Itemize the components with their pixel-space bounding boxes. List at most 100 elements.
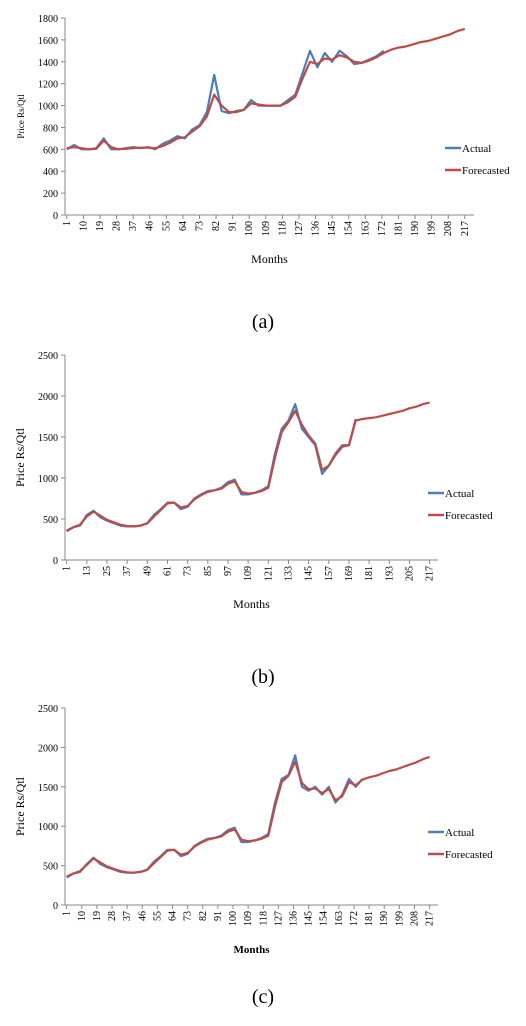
- x-tick-label: 127: [273, 911, 284, 926]
- y-tick-label: 1200: [38, 80, 58, 91]
- x-tick-label: 64: [168, 911, 179, 921]
- series-line: [66, 49, 385, 151]
- y-tick-label: 1400: [38, 58, 58, 69]
- x-tick-label: 1: [62, 221, 73, 226]
- x-tick-label: 55: [152, 911, 163, 921]
- y-axis-label: Price Rs/Qtl: [13, 427, 27, 487]
- y-tick-label: 0: [53, 901, 58, 912]
- legend-label: Actual: [445, 827, 474, 839]
- x-tick-label: 127: [294, 221, 305, 236]
- x-tick-label: 145: [304, 911, 315, 926]
- x-tick-label: 73: [194, 221, 205, 231]
- x-tick-label: 97: [223, 566, 234, 576]
- x-tick-label: 28: [107, 911, 118, 921]
- x-tick-label: 100: [244, 221, 255, 236]
- x-tick-label: 118: [277, 221, 288, 236]
- x-tick-label: 37: [122, 911, 133, 921]
- y-tick-label: 0: [53, 211, 58, 222]
- x-tick-label: 19: [92, 911, 103, 921]
- y-axis-label: Price Rs/Qtl: [16, 94, 26, 139]
- x-tick-label: 109: [261, 221, 272, 236]
- y-tick-label: 2000: [38, 743, 58, 754]
- y-tick-label: 1800: [38, 14, 58, 25]
- x-tick-label: 169: [344, 566, 355, 581]
- caption: (a): [252, 311, 274, 333]
- x-tick-label: 46: [145, 221, 156, 231]
- x-tick-label: 181: [393, 221, 404, 236]
- x-tick-label: 37: [128, 221, 139, 231]
- x-tick-label: 163: [334, 911, 345, 926]
- x-tick-label: 49: [142, 566, 153, 576]
- x-tick-label: 91: [213, 911, 224, 921]
- x-tick-label: 163: [360, 221, 371, 236]
- x-tick-label: 145: [327, 221, 338, 236]
- y-tick-label: 500: [43, 862, 58, 873]
- x-tick-label: 193: [384, 566, 395, 581]
- y-tick-label: 1600: [38, 36, 58, 47]
- x-tick-label: 100: [228, 911, 239, 926]
- x-tick-label: 208: [443, 221, 454, 236]
- x-tick-label: 136: [311, 221, 322, 236]
- legend-label: Forecasted: [445, 510, 493, 522]
- x-tick-label: 199: [394, 911, 405, 926]
- y-tick-label: 200: [43, 189, 58, 200]
- x-tick-label: 46: [137, 911, 148, 921]
- y-tick-label: 2000: [38, 392, 58, 403]
- series-line: [66, 755, 430, 878]
- x-tick-label: 181: [364, 911, 375, 926]
- x-tick-label: 172: [349, 911, 360, 926]
- legend-label: Actual: [445, 488, 474, 500]
- y-tick-label: 1000: [38, 822, 58, 833]
- x-tick-label: 61: [162, 566, 173, 576]
- x-tick-label: 13: [82, 566, 93, 576]
- y-tick-label: 800: [43, 123, 58, 134]
- x-axis-label: Months: [233, 597, 270, 611]
- x-tick-label: 145: [304, 566, 315, 581]
- x-tick-label: 109: [243, 566, 254, 581]
- x-tick-label: 55: [161, 221, 172, 231]
- y-axis-label: Price Rs/Qtl: [13, 776, 27, 836]
- x-tick-label: 25: [102, 566, 113, 576]
- y-tick-label: 1000: [38, 102, 58, 113]
- x-tick-label: 157: [324, 566, 335, 581]
- y-tick-label: 1500: [38, 433, 58, 444]
- x-tick-label: 64: [178, 221, 189, 231]
- x-tick-label: 73: [183, 911, 194, 921]
- x-tick-label: 10: [78, 221, 89, 231]
- series-line: [66, 754, 364, 879]
- y-tick-label: 0: [53, 556, 58, 567]
- y-tick-label: 1000: [38, 474, 58, 485]
- x-tick-label: 82: [211, 221, 222, 231]
- y-tick-label: 2500: [38, 704, 58, 715]
- series-line: [66, 401, 430, 532]
- x-tick-label: 217: [460, 221, 471, 236]
- x-tick-label: 190: [410, 221, 421, 236]
- x-tick-label: 172: [377, 221, 388, 236]
- x-tick-label: 133: [283, 566, 294, 581]
- legend-label: Actual: [462, 143, 491, 155]
- x-axis-label: Months: [233, 944, 270, 956]
- x-tick-label: 28: [112, 221, 123, 231]
- caption: (c): [252, 986, 274, 1008]
- x-tick-label: 121: [263, 566, 274, 581]
- y-tick-label: 1500: [38, 783, 58, 794]
- x-tick-label: 19: [95, 221, 106, 231]
- x-tick-label: 217: [425, 566, 436, 581]
- x-axis-label: Months: [251, 252, 288, 266]
- x-tick-label: 82: [198, 911, 209, 921]
- series-line: [66, 403, 357, 533]
- legend-label: Forecasted: [462, 165, 510, 177]
- x-tick-label: 91: [228, 221, 239, 231]
- caption: (b): [251, 666, 274, 688]
- x-tick-label: 208: [409, 911, 420, 926]
- x-tick-label: 73: [183, 566, 194, 576]
- y-tick-label: 500: [43, 515, 58, 526]
- series-line: [66, 27, 466, 151]
- x-tick-label: 1: [62, 911, 73, 916]
- x-tick-label: 1: [62, 566, 73, 571]
- x-tick-label: 109: [243, 911, 254, 926]
- y-tick-label: 600: [43, 145, 58, 156]
- y-tick-label: 400: [43, 167, 58, 178]
- x-tick-label: 118: [258, 911, 269, 926]
